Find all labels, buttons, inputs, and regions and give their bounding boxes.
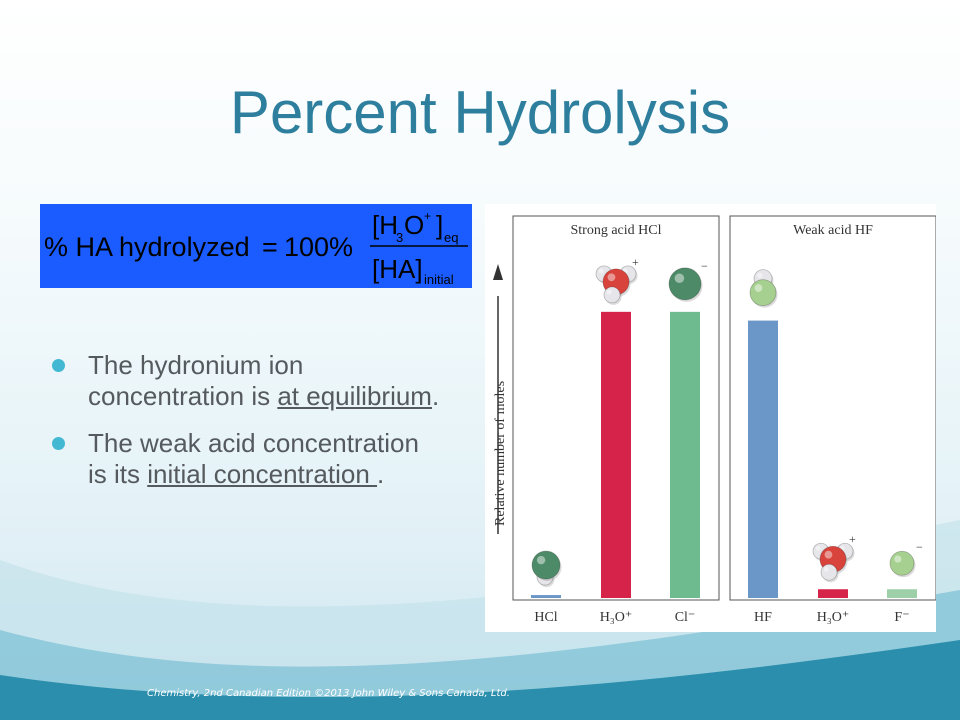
x-tick-label: H₃O⁺ (817, 610, 850, 625)
formula-numerator-close: ] (436, 210, 443, 240)
atom-highlight (606, 289, 612, 295)
molecule-cl-icon: − (668, 259, 708, 302)
slide-title: Percent Hydrolysis (229, 79, 731, 146)
ion-charge-label: + (632, 255, 639, 269)
formula-numerator-mid: O (404, 210, 424, 240)
bar-h3o (818, 589, 848, 598)
atom (749, 279, 777, 306)
bullet-dot-icon (52, 359, 65, 372)
bullet-list: The hydronium ion concentration is at eq… (52, 350, 442, 506)
bar-h3o (601, 311, 631, 598)
atom-highlight (894, 555, 902, 563)
formula-lhs: % HA hydrolyzed (44, 232, 250, 262)
formula-equals: = (262, 232, 278, 262)
panel-title-weak: Weak acid HF (793, 223, 873, 238)
bullet-item: The weak acid concentration is its initi… (52, 428, 442, 490)
x-tick-label: H₃O⁺ (600, 610, 633, 625)
x-tick-label: HCl (534, 610, 557, 625)
atom-highlight (674, 273, 685, 284)
molecule-h3o-icon: + (812, 532, 856, 583)
y-axis-label: Relative number of moles (493, 381, 508, 526)
bullet-item: The hydronium ion concentration is at eq… (52, 350, 442, 412)
molecule-h3o-icon: + (595, 255, 639, 305)
bar-cl (670, 311, 700, 598)
molecule-hf-icon (749, 269, 778, 308)
x-tick-label: F⁻ (894, 610, 909, 625)
y-axis: Relative number of moles (493, 264, 508, 534)
atom-highlight (757, 272, 763, 279)
bar-hf (748, 320, 778, 598)
atom-highlight (598, 268, 604, 274)
x-tick-label: Cl⁻ (675, 610, 696, 625)
formula-numerator-sub2: eq (444, 230, 458, 245)
atom (668, 267, 702, 301)
atom-highlight (824, 550, 833, 559)
formula-denominator-sub: initial (424, 272, 454, 287)
copyright-footer: Chemistry, 2nd Canadian Edition ©2013 Jo… (147, 688, 510, 699)
bullet-text: The hydronium ion concentration is at eq… (88, 350, 440, 411)
formula-numerator-sup: + (424, 209, 431, 223)
atom-highlight (815, 546, 821, 551)
bullet-text: The weak acid concentration is its initi… (88, 428, 419, 489)
moles-bar-chart: Relative number of moles Strong acid HCl… (485, 204, 936, 632)
formula-denominator: [HA] (372, 254, 423, 284)
atom (531, 550, 561, 580)
atom (889, 550, 915, 576)
percent-hydrolysis-formula: % HA hydrolyzed = 100% [H 3 O + ] eq [HA… (40, 204, 472, 288)
formula-numerator-open: [H (372, 210, 398, 240)
atom-highlight (754, 284, 763, 292)
bullet-dot-icon (52, 437, 65, 450)
bar-hcl (531, 595, 561, 598)
formula-numerator-sub: 3 (396, 230, 403, 245)
panel-title-strong: Strong acid HCl (571, 223, 662, 238)
ion-charge-label: − (701, 259, 708, 273)
ion-charge-label: − (916, 540, 923, 554)
atom-highlight (607, 273, 616, 282)
atom-highlight (823, 567, 829, 572)
bar-f (887, 589, 917, 598)
x-tick-label: HF (754, 610, 772, 625)
atom (603, 286, 621, 304)
molecule-f-icon: − (889, 540, 923, 578)
ion-charge-label: + (849, 532, 856, 546)
atom (820, 563, 838, 581)
atom-highlight (536, 555, 546, 565)
formula-factor: 100% (284, 232, 353, 262)
molecule-hcl-icon (531, 550, 562, 588)
